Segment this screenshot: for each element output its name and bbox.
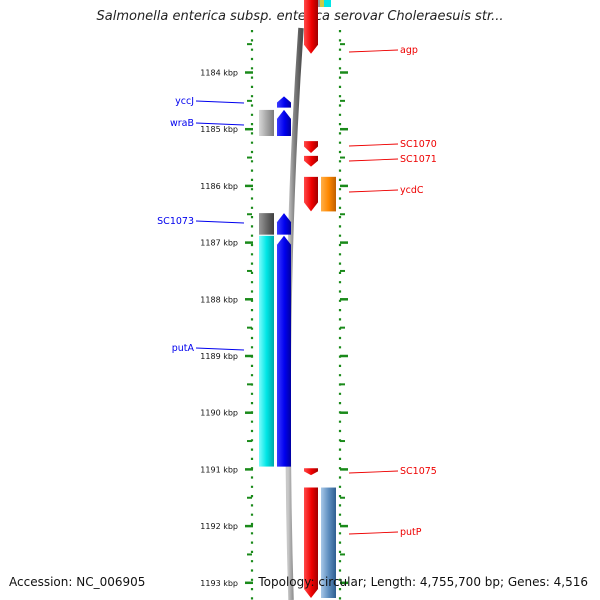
gene-arrow-putp[interactable] bbox=[304, 487, 318, 598]
gene-label-puta[interactable]: putA bbox=[172, 343, 195, 354]
genome-title: Salmonella enterica subsp. enterica sero… bbox=[96, 9, 504, 24]
topology-summary: Topology: circular; Length: 4,755,700 bp… bbox=[258, 575, 588, 589]
leader-line bbox=[195, 100, 245, 104]
gene-arrow-wrab[interactable] bbox=[277, 109, 291, 137]
tick-label: 1188 kbp bbox=[200, 295, 238, 304]
tick-label: 1185 kbp bbox=[200, 125, 238, 134]
feature-bar bbox=[321, 487, 336, 598]
tick-label: 1187 kbp bbox=[200, 239, 238, 248]
gene-labels: yccJ wraB SC1073 putA agp SC1070 SC1071 ycdC SC1… bbox=[157, 45, 437, 538]
gene-label-yccj[interactable]: yccJ bbox=[175, 96, 194, 107]
axis-ticks: 1184 kbp 1185 kbp 1186 kbp 1187 kbp 1188 kbp… bbox=[200, 30, 348, 600]
feature-bar bbox=[259, 235, 274, 467]
leader-line bbox=[348, 49, 399, 53]
gene-arrow-ycdc[interactable] bbox=[304, 176, 318, 212]
leader-line bbox=[348, 189, 399, 193]
gene-arrow-yccj[interactable] bbox=[277, 96, 291, 108]
gene-arrow-agp[interactable] bbox=[304, 0, 318, 54]
gene-label-wrab[interactable]: wraB bbox=[170, 118, 194, 129]
accession-text: Accession: NC_006905 bbox=[9, 575, 146, 589]
tick-label: 1192 kbp bbox=[200, 522, 238, 531]
feature-bar bbox=[259, 213, 274, 235]
leader-line bbox=[195, 347, 245, 351]
gene-arrow-sc1073[interactable] bbox=[277, 213, 291, 235]
leader-line bbox=[348, 158, 399, 162]
gene-arrow-sc1070[interactable] bbox=[304, 141, 318, 154]
feature-track bbox=[259, 0, 336, 598]
tick-label: 1186 kbp bbox=[200, 182, 238, 191]
gene-label-sc1070[interactable]: SC1070 bbox=[400, 139, 437, 150]
leader-line bbox=[348, 531, 399, 535]
feature-bar-partial bbox=[324, 0, 331, 7]
gene-label-putp[interactable]: putP bbox=[400, 527, 422, 538]
leader-line bbox=[195, 122, 245, 126]
tick-label: 1191 kbp bbox=[200, 465, 238, 474]
tick-label: 1190 kbp bbox=[200, 409, 238, 418]
leader-line bbox=[195, 220, 245, 224]
feature-bar bbox=[259, 109, 274, 137]
leader-line bbox=[348, 143, 399, 147]
gene-label-ycdc[interactable]: ycdC bbox=[400, 185, 424, 196]
gene-label-sc1075[interactable]: SC1075 bbox=[400, 466, 437, 477]
tick-label: 1193 kbp bbox=[200, 579, 238, 588]
gene-label-sc1071[interactable]: SC1071 bbox=[400, 154, 437, 165]
tick-label: 1184 kbp bbox=[200, 69, 238, 78]
gene-label-sc1073[interactable]: SC1073 bbox=[157, 216, 194, 227]
gene-track bbox=[277, 0, 318, 598]
gene-arrow-sc1071[interactable] bbox=[304, 155, 318, 167]
feature-bar bbox=[321, 176, 336, 212]
gene-arrow-sc1075[interactable] bbox=[304, 468, 318, 476]
tick-label: 1189 kbp bbox=[200, 352, 238, 361]
gene-label-agp[interactable]: agp bbox=[400, 45, 418, 56]
feature-bar-partial bbox=[320, 0, 324, 7]
leader-line bbox=[348, 470, 399, 474]
gene-arrow-puta[interactable] bbox=[277, 235, 291, 467]
